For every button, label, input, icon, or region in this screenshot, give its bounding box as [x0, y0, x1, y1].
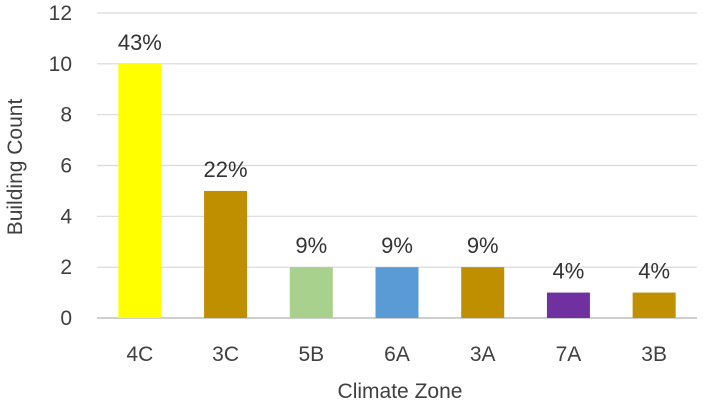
data-label: 43%	[118, 30, 162, 55]
x-tick-label: 3A	[470, 343, 496, 366]
x-tick-label: 7A	[556, 343, 582, 366]
data-label: 22%	[204, 157, 248, 182]
bar-6a	[375, 267, 419, 318]
y-tick-label: 10	[49, 53, 72, 76]
bar-3a	[461, 267, 505, 318]
y-axis-ticks: 0 2 4 6 8 10 12	[49, 2, 73, 330]
x-tick-label: 5B	[298, 343, 324, 366]
y-tick-label: 8	[60, 104, 72, 127]
data-label: 4%	[553, 259, 585, 284]
x-tick-label: 3C	[212, 343, 239, 366]
data-labels: 43% 22% 9% 9% 9% 4% 4%	[118, 30, 670, 284]
y-tick-label: 0	[60, 307, 72, 330]
y-tick-label: 2	[60, 256, 72, 279]
x-axis-ticks: 4C 3C 5B 6A 3A 7A 3B	[126, 343, 667, 366]
x-tick-label: 6A	[384, 343, 410, 366]
bar-3c	[204, 190, 248, 318]
y-axis-title: Building Count	[4, 99, 27, 236]
bar-3b	[632, 292, 676, 318]
data-label: 4%	[638, 259, 670, 284]
x-tick-label: 3B	[641, 343, 667, 366]
bar-5b	[289, 267, 333, 318]
x-tick-label: 4C	[126, 343, 153, 366]
data-label: 9%	[467, 233, 499, 258]
y-tick-label: 6	[60, 155, 72, 178]
bar-7a	[546, 292, 590, 318]
data-label: 9%	[381, 233, 413, 258]
gridlines	[97, 12, 697, 319]
x-axis-title: Climate Zone	[338, 380, 463, 403]
bars	[118, 63, 676, 319]
y-tick-label: 12	[49, 2, 72, 25]
y-tick-label: 4	[60, 205, 72, 228]
data-label: 9%	[295, 233, 327, 258]
bar-4c	[118, 63, 162, 319]
